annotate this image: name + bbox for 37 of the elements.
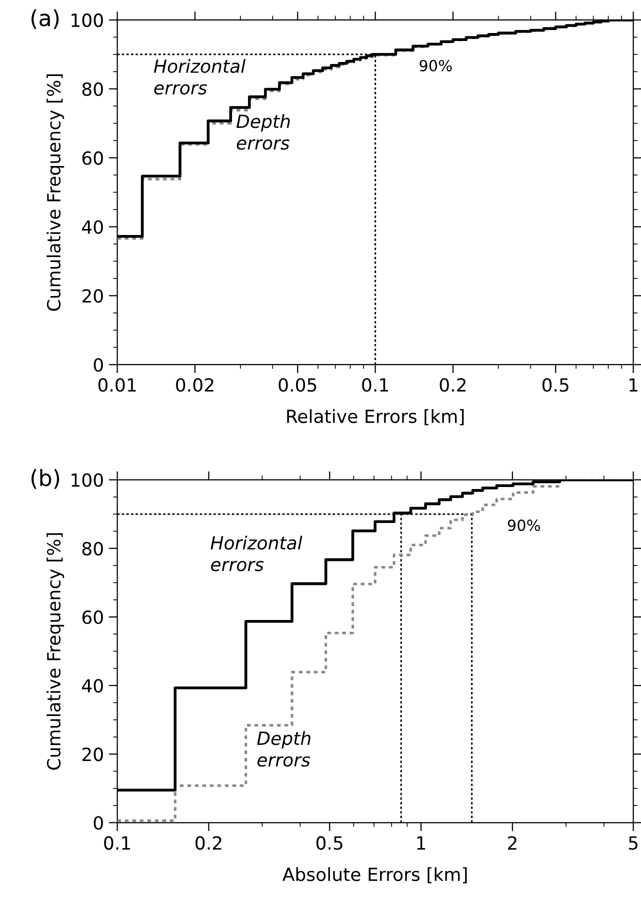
series-label: Depth errors [257, 731, 310, 767]
y-tick-label: 80 [82, 542, 103, 556]
x-tick-label: 0.1 [104, 836, 130, 850]
y-tick-label: 40 [82, 678, 103, 693]
series-label: Depth errors [236, 114, 290, 150]
x-tick-label: 0.2 [196, 836, 222, 850]
y-tick-label: 100 [72, 473, 103, 487]
y-tick-label: 60 [82, 151, 103, 165]
series-label: Horizontal errors [154, 59, 246, 95]
x-tick-label: 0.02 [176, 378, 214, 392]
y-tick-label: 60 [82, 610, 103, 624]
x-axis-title: Absolute Errors [km] [282, 867, 467, 884]
chart-title: (b) [31, 469, 60, 489]
y-tick-label: 40 [82, 220, 103, 234]
y-axis-title: Cumulative Frequency [%] [46, 533, 64, 770]
chart-title: (a) [31, 9, 59, 30]
y-tick-label: 0 [94, 358, 103, 372]
annotation: 90% [420, 60, 452, 72]
annotation: 90% [508, 520, 540, 532]
x-tick-label: 0.5 [316, 836, 342, 850]
y-tick-label: 20 [82, 748, 103, 762]
x-tick-label: 1 [630, 378, 638, 392]
series-label: Horizontal errors [210, 536, 302, 572]
x-tick-label: 0.05 [278, 378, 316, 392]
y-tick-label: 20 [82, 289, 103, 303]
x-tick-label: 0.01 [98, 378, 136, 392]
x-tick-label: 1 [417, 836, 426, 850]
y-axis-title: Cumulative Frequency [%] [46, 74, 64, 311]
x-tick-label: 2 [508, 836, 516, 850]
x-axis-title: Relative Errors [km] [287, 409, 464, 426]
y-tick-label: 0 [94, 816, 103, 830]
y-tick-label: 80 [82, 82, 103, 96]
y-tick-label: 100 [72, 13, 103, 28]
x-tick-label: 0.5 [542, 378, 568, 392]
x-tick-label: 0.2 [440, 378, 466, 392]
x-tick-label: 0.1 [362, 378, 388, 392]
x-tick-label: 5 [628, 836, 638, 850]
